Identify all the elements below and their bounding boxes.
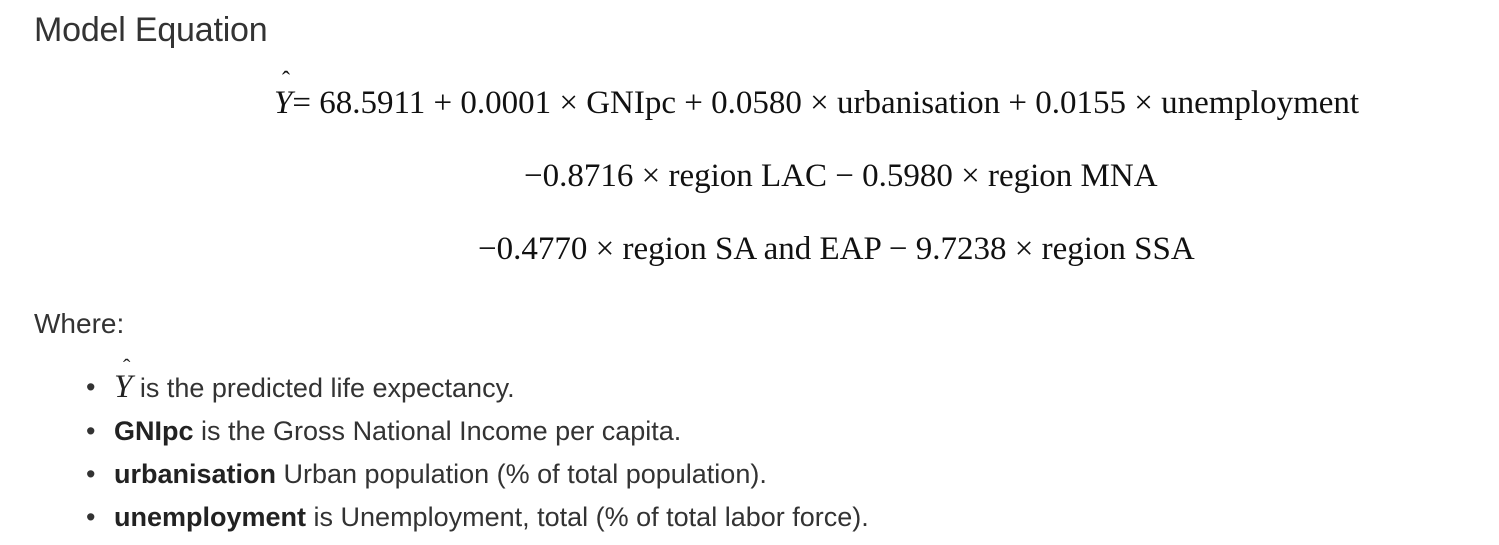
- equation-line-2: −0.8716 × region LAC − 0.5980 × region M…: [524, 158, 1158, 194]
- equation-line-1: Y ˆ = 68.5911 + 0.0001 × GNIpc + 0.0580 …: [274, 68, 1360, 128]
- equation-terms-line-1: = 68.5911 + 0.0001 × GNIpc + 0.0580 × ur…: [292, 85, 1360, 121]
- definition-item-urbanisation: • urbanisation Urban population (% of to…: [86, 453, 869, 496]
- definition-text: Urban population (% of total population)…: [276, 459, 767, 489]
- bullet-icon: •: [86, 502, 96, 532]
- hat-accent: ˆ: [282, 68, 290, 94]
- hat-accent: ˆ: [123, 354, 131, 379]
- definition-term: Y: [114, 369, 133, 405]
- definition-item-y-hat: • Y ˆ is the predicted life expectancy.: [86, 354, 869, 410]
- bullet-icon: •: [86, 372, 96, 402]
- definition-text: is the predicted life expectancy.: [132, 373, 515, 403]
- definition-text: is Unemployment, total (% of total labor…: [306, 502, 869, 532]
- variable-definitions-list: • Y ˆ is the predicted life expectancy. …: [86, 354, 869, 539]
- response-variable: Y: [274, 85, 293, 121]
- definition-text: is the Gross National Income per capita.: [193, 416, 682, 446]
- definition-term: GNIpc: [114, 416, 194, 446]
- equation-line-3: −0.4770 × region SA and EAP − 9.7238 × r…: [478, 231, 1195, 267]
- definition-term: urbanisation: [114, 459, 277, 489]
- definition-item-unemployment: • unemployment is Unemployment, total (%…: [86, 496, 869, 539]
- page-title: Model Equation: [34, 11, 268, 49]
- bullet-icon: •: [86, 459, 96, 489]
- y-hat-symbol: Y ˆ: [114, 354, 133, 409]
- bullet-icon: •: [86, 416, 96, 446]
- where-label: Where:: [34, 308, 125, 339]
- definition-item-gnipc: • GNIpc is the Gross National Income per…: [86, 410, 869, 453]
- definition-term: unemployment: [114, 502, 307, 532]
- y-hat-symbol: Y ˆ: [274, 68, 293, 128]
